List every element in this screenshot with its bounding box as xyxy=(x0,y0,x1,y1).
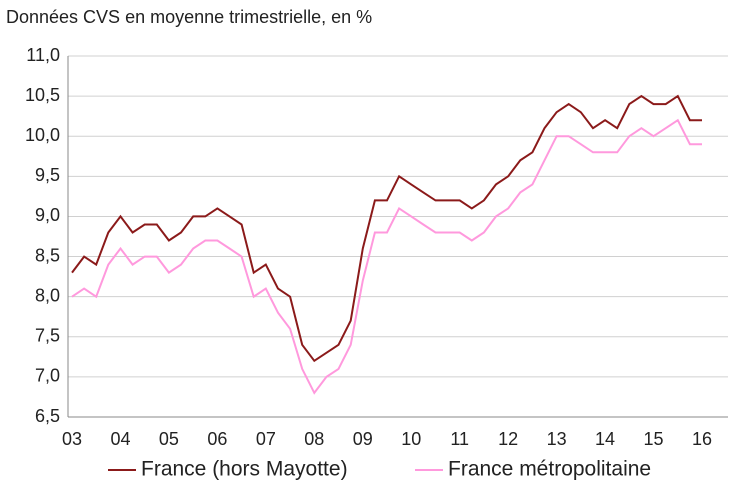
x-tick-label: 13 xyxy=(547,429,567,449)
y-tick-label: 7,0 xyxy=(35,366,60,386)
legend-label: France (hors Mayotte) xyxy=(141,458,348,481)
x-tick-label: 05 xyxy=(159,429,179,449)
x-tick-label: 16 xyxy=(692,429,712,449)
x-tick-label: 12 xyxy=(498,429,518,449)
y-tick-label: 9,5 xyxy=(35,165,60,185)
x-tick-label: 04 xyxy=(110,429,130,449)
y-tick-label: 10,5 xyxy=(25,85,60,105)
x-tick-label: 11 xyxy=(450,429,469,449)
legend-label: France métropolitaine xyxy=(448,458,651,481)
chart-title: Données CVS en moyenne trimestrielle, en… xyxy=(6,7,372,27)
series-line xyxy=(71,94,702,363)
x-tick-label: 08 xyxy=(304,429,324,449)
y-tick-label: 8,5 xyxy=(35,245,60,265)
x-tick-label: 06 xyxy=(207,429,227,449)
x-tick-label: 03 xyxy=(62,429,82,449)
y-tick-label: 9,0 xyxy=(35,205,60,225)
x-tick-label: 09 xyxy=(353,429,373,449)
y-tick-label: 8,0 xyxy=(35,285,60,305)
y-tick-label: 7,5 xyxy=(35,326,60,346)
y-tick-label: 6,5 xyxy=(35,406,60,426)
x-tick-label: 10 xyxy=(401,429,421,449)
x-tick-label: 15 xyxy=(644,429,664,449)
y-tick-label: 11,0 xyxy=(26,45,60,65)
x-tick-label: 07 xyxy=(256,429,276,449)
series-line xyxy=(71,118,702,395)
x-tick-label: 14 xyxy=(595,429,615,449)
y-tick-label: 10,0 xyxy=(25,125,60,145)
